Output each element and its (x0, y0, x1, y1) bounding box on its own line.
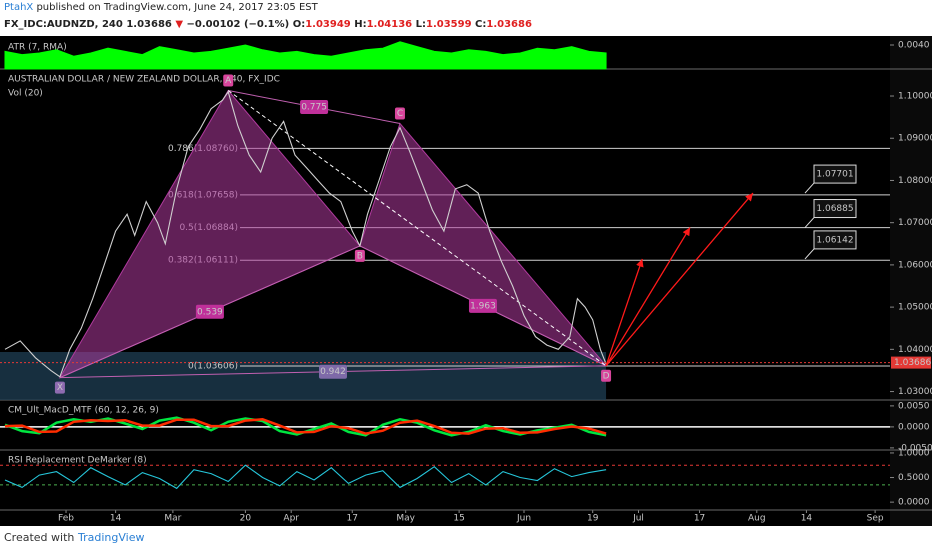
y-tick-label: 0.5000 (898, 473, 930, 483)
y-tick-label: 1.05000 (898, 303, 932, 313)
chart: ATR (7, RMA)0.00400.786(1.08760)0.618(1.… (0, 36, 932, 526)
x-tick-label: 17 (347, 514, 358, 524)
panel-title: ATR (7, RMA) (8, 43, 67, 53)
x-tick-label: Aug (748, 514, 766, 524)
ratio-label: 0.775 (301, 102, 327, 112)
last: 1.03686 (126, 19, 172, 30)
y-tick-label: 1.03000 (898, 387, 932, 397)
pattern-diagonal (227, 90, 607, 367)
brand[interactable]: TradingView (78, 531, 145, 544)
target-box (813, 164, 857, 184)
x-tick-label: 19 (587, 514, 599, 524)
target-arrow (605, 192, 754, 367)
target-arrow (605, 258, 644, 367)
panel-subtitle: Vol (20) (8, 89, 43, 99)
x-tick-label: Jun (516, 514, 531, 524)
target-box (813, 230, 857, 250)
arrow: ▼ (175, 19, 184, 30)
y-tick-label: -0.0050 (898, 443, 932, 453)
x-tick-label: Apr (283, 514, 299, 524)
author[interactable]: PtahX (4, 2, 34, 13)
point-label-box (54, 381, 65, 394)
line (4, 464, 607, 490)
line (4, 90, 607, 378)
last-price-label: 1.03686 (894, 358, 931, 368)
point-label-box (394, 107, 405, 120)
x-tick-label: 14 (801, 514, 813, 524)
target-arrow (605, 227, 691, 367)
x-tick-label: 17 (694, 514, 705, 524)
target-label: 1.06142 (816, 235, 853, 245)
target-label: 1.06885 (816, 204, 853, 214)
target-callout (804, 182, 815, 194)
target-box (813, 199, 857, 219)
symbol: FX_IDC:AUDNZD, 240 (4, 19, 123, 30)
ratio-box (195, 304, 224, 319)
footer: Created with TradingView (0, 526, 932, 550)
x-tick-label: Jul (632, 514, 644, 524)
y-tick-label: 1.0000 (898, 448, 930, 458)
ratio-box (300, 99, 329, 114)
x-tick-label: 15 (453, 514, 464, 524)
point-label: A (225, 76, 232, 86)
y-tick-label: 0.0000 (898, 498, 930, 508)
x-tick-label: 14 (110, 514, 122, 524)
y-tick-label: 0.0050 (898, 401, 930, 411)
fib-label: 0(1.03606) (188, 361, 238, 371)
symbol-line: FX_IDC:AUDNZD, 240 1.03686 ▼ −0.00102 (−… (4, 19, 532, 30)
created-with: Created with (4, 531, 75, 544)
change: −0.00102 (−0.1%) (186, 19, 290, 30)
y-tick-label: 1.08000 (898, 176, 932, 186)
x-tick-label: Mar (164, 514, 181, 524)
ohlc-key: H: (354, 19, 367, 30)
ohlc-key: C: (475, 19, 487, 30)
ratio-label: 0.539 (197, 307, 223, 317)
panel-title: AUSTRALIAN DOLLAR / NEW ZEALAND DOLLAR, … (8, 75, 280, 85)
target-callout (804, 248, 815, 260)
y-tick-label: 1.04000 (898, 345, 932, 355)
area (4, 41, 607, 70)
ohlc-value: 1.03949 (305, 19, 351, 30)
price-axis (890, 36, 932, 526)
ohlc-value: 1.04136 (366, 19, 413, 30)
last-price-box (891, 356, 931, 369)
point-label: X (57, 383, 63, 393)
ohlc-value: 1.03686 (486, 19, 532, 30)
publish-line: PtahX published on TradingView.com, June… (4, 2, 318, 13)
line (4, 418, 607, 435)
x-tick-label: Feb (58, 514, 74, 524)
y-tick-label: 0.0040 (898, 41, 930, 51)
ratio-box (318, 364, 347, 379)
y-tick-label: 1.07000 (898, 218, 932, 228)
published: published on TradingView.com, June 24, 2… (33, 2, 318, 13)
point-label-box (354, 249, 365, 262)
header: PtahX published on TradingView.com, June… (0, 0, 932, 36)
target-label: 1.07701 (816, 170, 853, 180)
ohlc-key: O: (292, 19, 306, 30)
x-tick-label: Sep (867, 514, 884, 524)
point-label: B (357, 251, 363, 261)
panel-title: RSI Replacement DeMarker (8) (8, 456, 147, 466)
y-tick-label: 1.06000 (898, 260, 932, 270)
point-label-box (223, 74, 234, 87)
point-label: D (603, 371, 610, 381)
ratio-box (468, 298, 497, 313)
y-tick-label: 1.10000 (898, 92, 932, 102)
x-tick-label: May (396, 514, 415, 524)
point-label: C (397, 109, 403, 119)
ohlc-value: 1.03599 (426, 19, 472, 30)
target-callout (804, 217, 815, 228)
panel-title: CM_Ult_MacD_MTF (60, 12, 26, 9) (8, 406, 159, 416)
y-tick-label: 0.0000 (898, 422, 930, 432)
point-label-box (601, 369, 612, 382)
ratio-label: 1.963 (470, 301, 496, 311)
ratio-label: 0.942 (320, 367, 346, 377)
y-tick-label: 1.09000 (898, 134, 932, 144)
x-tick-label: 20 (240, 514, 252, 524)
ohlc-key: L: (415, 19, 426, 30)
